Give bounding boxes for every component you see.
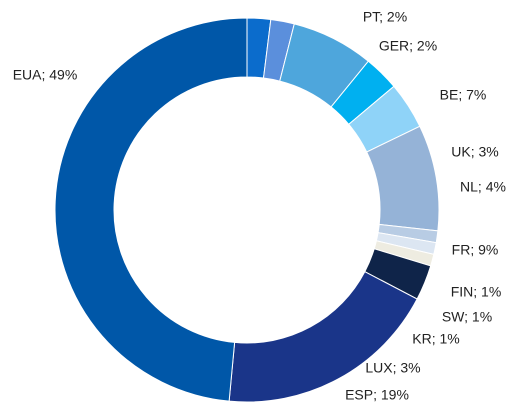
data-label: SW; 1% <box>442 309 492 325</box>
data-label: BE; 7% <box>440 87 487 103</box>
data-label: UK; 3% <box>451 144 498 160</box>
donut-slice <box>54 17 248 402</box>
data-label: EUA; 49% <box>13 67 78 83</box>
data-label: KR; 1% <box>412 331 459 347</box>
data-label: FR; 9% <box>452 242 499 258</box>
data-label: PT; 2% <box>363 9 407 25</box>
data-label: NL; 4% <box>460 179 506 195</box>
data-label: ESP; 19% <box>345 387 409 403</box>
donut-slice <box>228 270 418 403</box>
data-label: GER; 2% <box>379 38 437 54</box>
data-label: LUX; 3% <box>365 360 420 376</box>
data-label: FIN; 1% <box>451 284 502 300</box>
